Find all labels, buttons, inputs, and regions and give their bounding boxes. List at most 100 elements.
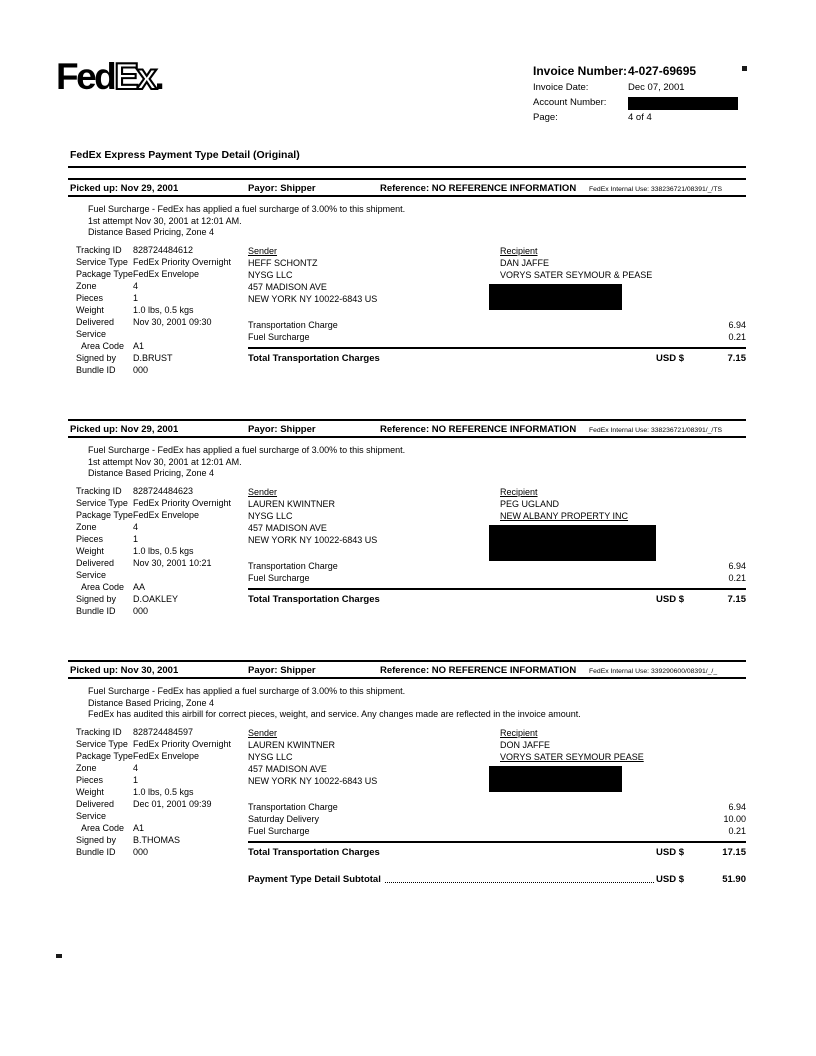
charge-row: Saturday Delivery 10.00 bbox=[248, 813, 746, 825]
subtotal-row: Payment Type Detail Subtotal USD $ 51.90 bbox=[248, 874, 746, 885]
detail-value: 828724484597 bbox=[133, 727, 194, 737]
detail-label: Tracking ID bbox=[76, 245, 122, 255]
detail-row: Pieces 1 bbox=[76, 533, 231, 545]
detail-label: Service bbox=[76, 570, 107, 580]
page-number-label: Page: bbox=[533, 112, 558, 123]
subtotal-dot-leader bbox=[384, 874, 655, 883]
scan-artifact-top-right bbox=[742, 66, 747, 71]
detail-label: Tracking ID bbox=[76, 727, 122, 737]
detail-value: FedEx Priority Overnight bbox=[133, 257, 232, 267]
shipment-notes: Fuel Surcharge - FedEx has applied a fue… bbox=[88, 686, 581, 721]
detail-label: Bundle ID bbox=[76, 365, 116, 375]
charges-section: Transportation Charge 6.94 Fuel Surcharge 0… bbox=[248, 319, 746, 364]
total-label: Total Transportation Charges bbox=[248, 847, 380, 858]
detail-row: Area Code A1 bbox=[76, 340, 231, 352]
note-line: 1st attempt Nov 30, 2001 at 12:01 AM. bbox=[88, 456, 242, 467]
detail-row: Bundle ID 000 bbox=[76, 364, 231, 376]
recipient-line: PEG UGLAND bbox=[500, 499, 560, 509]
detail-value: Dec 01, 2001 09:39 bbox=[133, 799, 212, 809]
total-row: Total Transportation Charges USD $ 7.15 bbox=[248, 347, 746, 364]
detail-value: D.OAKLEY bbox=[133, 594, 179, 604]
detail-value: 828724484623 bbox=[133, 486, 194, 496]
sender-heading: Sender bbox=[248, 728, 278, 738]
detail-label: Weight bbox=[76, 546, 104, 556]
recipient-line: VORYS SATER SEYMOUR & PEASE bbox=[500, 270, 653, 280]
total-label: Total Transportation Charges bbox=[248, 594, 380, 605]
detail-row: Weight 1.0 lbs, 0.5 kgs bbox=[76, 545, 231, 557]
shipment-notes: Fuel Surcharge - FedEx has applied a fue… bbox=[88, 204, 405, 239]
subtotal-amount: 51.90 bbox=[722, 874, 746, 885]
charges-section: Transportation Charge 6.94 Saturday Delive… bbox=[248, 801, 746, 858]
charge-row: Fuel Surcharge 0.21 bbox=[248, 331, 746, 343]
total-currency: USD $ bbox=[656, 353, 684, 364]
sender-line: LAUREN KWINTNER bbox=[248, 499, 336, 509]
picked-up-label: Picked up: Nov 30, 2001 bbox=[70, 665, 179, 676]
note-line: Fuel Surcharge - FedEx has applied a fue… bbox=[88, 204, 406, 214]
sender-line: NYSG LLC bbox=[248, 511, 293, 521]
detail-label: Package Type bbox=[76, 269, 133, 279]
charge-rows: Transportation Charge 6.94 Fuel Surcharge 0… bbox=[248, 560, 746, 584]
detail-row: Tracking ID 828724484597 bbox=[76, 726, 231, 738]
detail-label: Bundle ID bbox=[76, 606, 116, 616]
detail-value: 1 bbox=[133, 293, 139, 303]
payor-label: Payor: Shipper bbox=[248, 183, 316, 194]
detail-value: 4 bbox=[133, 763, 139, 773]
recipient-address-redaction bbox=[489, 525, 656, 561]
recipient-line: VORYS SATER SEYMOUR PEASE bbox=[500, 752, 644, 762]
charge-label: Fuel Surcharge bbox=[248, 332, 310, 342]
invoice-date-label: Invoice Date: bbox=[533, 82, 589, 93]
scan-artifact-bottom-left bbox=[56, 954, 62, 958]
detail-row: Zone 4 bbox=[76, 762, 231, 774]
charge-amount: 6.94 bbox=[728, 320, 746, 330]
detail-value: 000 bbox=[133, 606, 149, 616]
detail-row: Bundle ID 000 bbox=[76, 605, 231, 617]
note-line: Fuel Surcharge - FedEx has applied a fue… bbox=[88, 686, 406, 696]
detail-row: Service Type FedEx Priority Overnight bbox=[76, 256, 231, 268]
shipment-header: Picked up: Nov 30, 2001 Payor: Shipper R… bbox=[68, 660, 746, 679]
detail-label: Delivered bbox=[76, 317, 115, 327]
invoice-info-panel: Invoice Number: 4-027-69695 Invoice Date… bbox=[533, 64, 763, 127]
sender-heading: Sender bbox=[248, 487, 278, 497]
invoice-number-row: Invoice Number: 4-027-69695 bbox=[533, 64, 763, 82]
note-line: Distance Based Pricing, Zone 4 bbox=[88, 468, 215, 478]
charge-amount: 0.21 bbox=[728, 573, 746, 583]
detail-row: Delivered Nov 30, 2001 10:21 bbox=[76, 557, 231, 569]
charge-label: Fuel Surcharge bbox=[248, 573, 310, 583]
total-currency: USD $ bbox=[656, 594, 684, 605]
sender-column: Sender LAUREN KWINTNER NYSG LLC 457 MADISO… bbox=[248, 727, 377, 787]
internal-use-label: FedEx Internal Use: 338236721/08391/_/TS bbox=[589, 427, 723, 434]
detail-label: Zone bbox=[76, 281, 97, 291]
detail-label: Pieces bbox=[76, 293, 104, 303]
recipient-column: Recipient DAN JAFFE VORYS SATER SEYMOUR &… bbox=[489, 245, 653, 310]
invoice-date-value: Dec 07, 2001 bbox=[628, 82, 685, 93]
note-line: Distance Based Pricing, Zone 4 bbox=[88, 697, 215, 708]
detail-label: Signed by bbox=[76, 594, 117, 604]
account-number-row: Account Number: bbox=[533, 97, 763, 112]
detail-label: Signed by bbox=[76, 835, 117, 845]
recipient-line: DAN JAFFE bbox=[500, 258, 550, 268]
internal-use-label: FedEx Internal Use: 338236721/08391/_/TS bbox=[589, 186, 723, 193]
charge-label: Transportation Charge bbox=[248, 320, 338, 330]
detail-row: Tracking ID 828724484612 bbox=[76, 244, 231, 256]
detail-value: FedEx Priority Overnight bbox=[133, 498, 232, 508]
sender-lines: HEFF SCHONTZ NYSG LLC 457 MADISON AVE NEW Y… bbox=[248, 257, 377, 305]
detail-row: Zone 4 bbox=[76, 280, 231, 292]
charge-amount: 6.94 bbox=[728, 802, 746, 812]
note-line: Fuel Surcharge - FedEx has applied a fue… bbox=[88, 445, 406, 455]
payor-label: Payor: Shipper bbox=[248, 665, 316, 676]
detail-label: Pieces bbox=[76, 775, 104, 785]
picked-up-label: Picked up: Nov 29, 2001 bbox=[70, 424, 179, 435]
detail-label: Bundle ID bbox=[76, 847, 116, 857]
shipment-header: Picked up: Nov 29, 2001 Payor: Shipper R… bbox=[68, 178, 746, 197]
detail-row: Area Code A1 bbox=[76, 822, 231, 834]
sender-line: LAUREN KWINTNER bbox=[248, 740, 336, 750]
detail-label: Package Type bbox=[76, 510, 133, 520]
detail-row: Package Type FedEx Envelope bbox=[76, 509, 231, 521]
detail-label: Area Code bbox=[81, 823, 125, 833]
detail-value: A1 bbox=[133, 341, 145, 351]
invoice-date-row: Invoice Date: Dec 07, 2001 bbox=[533, 82, 763, 97]
recipient-address-redaction bbox=[489, 766, 622, 792]
detail-label: Weight bbox=[76, 305, 104, 315]
detail-value: AA bbox=[133, 582, 146, 592]
